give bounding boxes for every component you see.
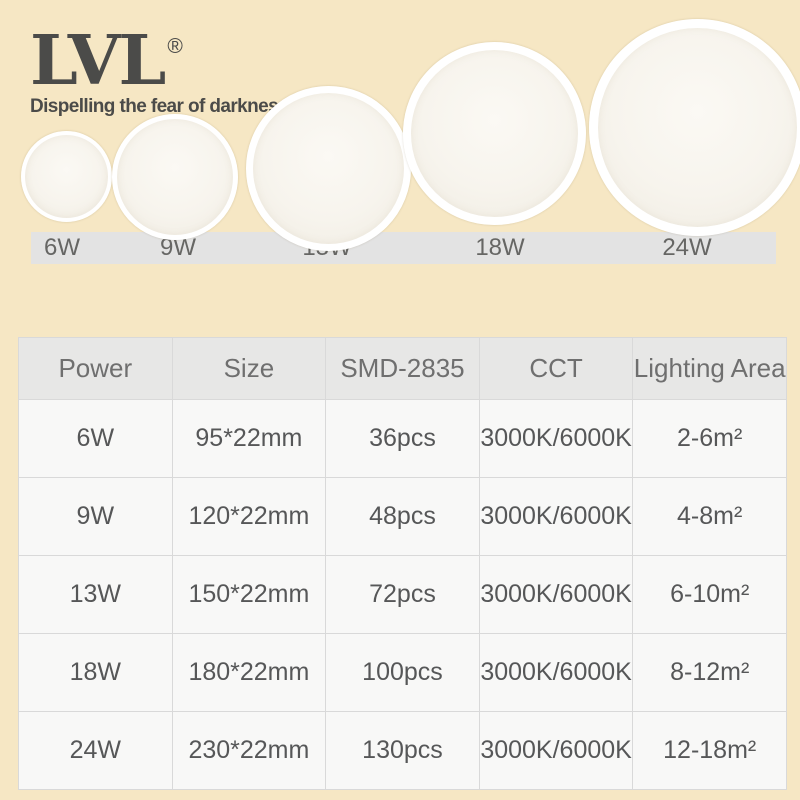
cell-lighting-area: 8-12m² [632,633,787,712]
table-row-24w: 24W 230*22mm 130pcs 3000K/6000K 12-18m² [18,711,787,790]
table-row-18w: 18W 180*22mm 100pcs 3000K/6000K 8-12m² [18,633,787,712]
column-header-lighting-area: Lighting Area [632,337,787,400]
brand-header: LVL ® Dispelling the fear of darkness [30,21,289,118]
cell-power: 18W [18,633,173,712]
column-header-size: Size [171,337,327,400]
cell-power: 6W [18,399,173,478]
cell-lighting-area: 2-6m² [632,399,787,478]
table-row-9w: 9W 120*22mm 48pcs 3000K/6000K 4-8m² [18,477,787,556]
cell-power: 13W [18,555,173,634]
cell-smd: 36pcs [325,399,480,478]
cell-size: 95*22mm [171,399,327,478]
table-row-13w: 13W 150*22mm 72pcs 3000K/6000K 6-10m² [18,555,787,634]
column-header-power: Power [18,337,173,400]
wattage-label-18w: 18W [475,234,525,261]
registered-trademark-icon: ® [167,35,183,58]
cell-lighting-area: 12-18m² [632,711,787,790]
cell-cct: 3000K/6000K [478,555,634,634]
lamp-photo-6w [21,131,112,222]
wattage-label-band: 6W 9W 13W 18W 24W [31,232,776,264]
lamp-photo-9w [112,114,238,240]
wattage-label-24w: 24W [662,234,712,261]
cell-smd: 48pcs [325,477,480,556]
lamp-photo-13w [246,86,411,251]
brand-tagline: Dispelling the fear of darkness [30,96,289,117]
cell-size: 120*22mm [171,477,327,556]
cell-lighting-area: 4-8m² [632,477,787,556]
wattage-label-6w: 6W [44,234,80,261]
cell-size: 230*22mm [171,711,327,790]
brand-logo: LVL [30,21,166,101]
cell-cct: 3000K/6000K [478,633,634,712]
spec-table-header: Power Size SMD-2835 CCT Lighting Area [18,337,787,400]
cell-cct: 3000K/6000K [478,477,634,556]
cell-smd: 130pcs [325,711,480,790]
spec-table-body: 6W 95*22mm 36pcs 3000K/6000K 2-6m² 9W 12… [18,399,787,790]
cell-cct: 3000K/6000K [478,399,634,478]
header-row: Power Size SMD-2835 CCT Lighting Area [18,337,787,400]
cell-power: 24W [18,711,173,790]
spec-table: Power Size SMD-2835 CCT Lighting Area 6W… [18,337,787,790]
cell-power: 9W [18,477,173,556]
cell-smd: 72pcs [325,555,480,634]
column-header-cct: CCT [478,337,634,400]
cell-size: 150*22mm [171,555,327,634]
lamp-photo-24w [589,19,800,236]
cell-size: 180*22mm [171,633,327,712]
cell-smd: 100pcs [325,633,480,712]
lamp-photo-18w [403,42,586,225]
cell-cct: 3000K/6000K [478,711,634,790]
brand-logo-row: LVL ® [30,21,288,101]
table-row-6w: 6W 95*22mm 36pcs 3000K/6000K 2-6m² [18,399,787,478]
column-header-smd: SMD-2835 [325,337,480,400]
cell-lighting-area: 6-10m² [632,555,787,634]
